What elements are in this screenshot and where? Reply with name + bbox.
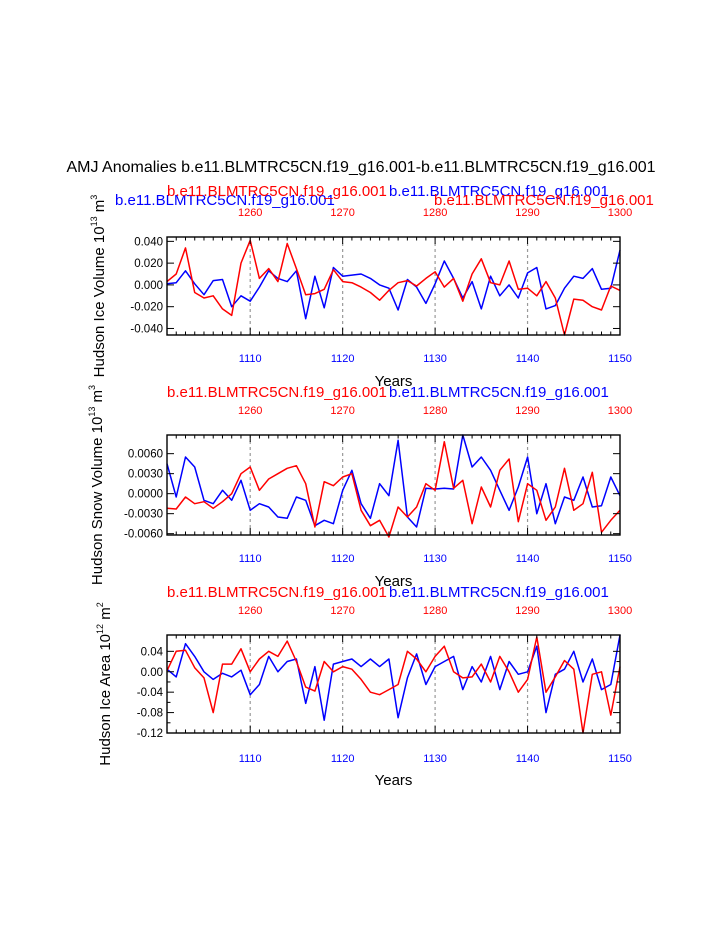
y-axis-label-part: m (97, 607, 114, 624)
y-tick-label: 0.020 (134, 258, 163, 270)
x-axis-label: Years (375, 373, 413, 390)
series-line-blue (166, 434, 621, 528)
panel-title-left: b.e11.BLMTRC5CN.f19_g16.001 (167, 584, 387, 601)
panel-area: 0.04 0.00 -0.04 -0.08 -0.12 1110 1120 1130 1140 1… (95, 584, 632, 789)
panel-title-center: b.e11.BLMTRC5CN.f19_g16.001 (167, 183, 387, 200)
panel-title-right: b.e11.BLMTRC5CN.f19_g16.001 (389, 183, 609, 200)
x-tick-label-bottom: 1150 (608, 553, 632, 565)
x-tick-label-top: 1290 (515, 405, 539, 417)
y-axis-label-part: Hudson Ice Area 10 (97, 634, 114, 766)
x-axis-label: Years (375, 573, 413, 590)
x-tick-label-top: 1300 (608, 605, 632, 617)
x-tick-label-top: 1300 (608, 207, 632, 219)
y-axis-label-part: Hudson Ice Volume 10 (91, 226, 108, 377)
series-line-red (166, 440, 621, 538)
x-tick-label-top: 1260 (238, 605, 262, 617)
y-axis-label-part: 13 (89, 216, 99, 226)
x-tick-label-top: 1260 (238, 207, 262, 219)
panel-snow: 0.0060 0.0030 0.0000 -0.0030 -0.0060 1110 1120… (87, 384, 632, 590)
y-tick-label: -0.0060 (124, 529, 163, 541)
plot-frame (166, 434, 621, 536)
panel-title-center: b.e11.BLMTRC5CN.f19_g16.001 (389, 384, 609, 401)
y-axis-label-part: m (89, 390, 106, 407)
x-tick-label-top: 1270 (330, 605, 354, 617)
y-tick-label: -0.020 (130, 302, 163, 314)
panel-title-left: b.e11.BLMTRC5CN.f19_g16.001 (167, 384, 387, 401)
x-tick-label-top: 1280 (423, 207, 447, 219)
x-tick-label-top: 1280 (423, 605, 447, 617)
x-tick-label-bottom: 1110 (239, 553, 262, 565)
x-tick-label-bottom: 1110 (239, 753, 262, 765)
y-tick-label: -0.12 (137, 728, 163, 740)
y-axis-label-part: m (91, 200, 108, 217)
x-tick-label-top: 1270 (330, 405, 354, 417)
x-tick-label-bottom: 1140 (516, 353, 540, 365)
x-tick-label-bottom: 1120 (331, 553, 355, 565)
x-tick-label-top: 1270 (330, 207, 354, 219)
panel-volume: 0.040 0.020 0.000 -0.020 -0.040 1110 1120 1130 1… (89, 183, 654, 390)
x-tick-label-bottom: 1110 (239, 353, 262, 365)
panel-title-left: b.e11.BLMTRC5CN.f19_g16.001 (115, 192, 335, 209)
y-tick-label: 0.000 (134, 280, 163, 292)
x-tick-label-bottom: 1120 (331, 353, 355, 365)
series-line-red (166, 636, 621, 734)
x-tick-label-bottom: 1130 (423, 753, 447, 765)
y-tick-label: 0.0030 (128, 469, 163, 481)
y-axis-label-part: 3 (89, 195, 99, 200)
x-tick-label-top: 1290 (515, 207, 539, 219)
x-tick-label-bottom: 1130 (423, 353, 447, 365)
y-tick-label: -0.040 (130, 323, 163, 335)
plot-frame (166, 634, 621, 734)
y-tick-label: -0.04 (137, 687, 164, 699)
y-tick-label: -0.0030 (124, 509, 163, 521)
x-tick-label-bottom: 1140 (516, 553, 540, 565)
panel-title-center: b.e11.BLMTRC5CN.f19_g16.001 (389, 584, 609, 601)
y-axis-label-part: Hudson Snow Volume 10 (89, 417, 106, 585)
x-tick-label-top: 1300 (608, 405, 632, 417)
y-axis-label: Hudson Ice Area 1012 m2 (95, 602, 114, 765)
y-tick-label: 0.00 (141, 667, 163, 679)
y-axis-label: Hudson Ice Volume 1013 m3 (89, 195, 108, 378)
x-tick-label-bottom: 1130 (423, 553, 447, 565)
y-axis-label-part: 3 (87, 385, 97, 390)
panel-title-right-overlap: b.e11.BLMTRC5CN.f19_g16.001 (434, 192, 654, 209)
series-line-blue (166, 634, 621, 721)
y-axis-label-part: 13 (87, 407, 97, 417)
y-tick-label: 0.0060 (128, 449, 163, 461)
x-tick-label-top: 1260 (238, 405, 262, 417)
plot-frame (166, 236, 621, 336)
x-tick-label-bottom: 1150 (608, 353, 632, 365)
x-tick-label-bottom: 1150 (608, 753, 632, 765)
y-axis-label-part: 2 (95, 602, 105, 607)
y-axis-label: Hudson Snow Volume 1013 m3 (87, 385, 106, 585)
x-tick-label-top: 1290 (515, 605, 539, 617)
y-axis-label-part: 12 (95, 624, 105, 634)
series-line-blue (166, 249, 621, 320)
series-line-red (166, 239, 621, 336)
y-tick-label: -0.08 (137, 708, 163, 720)
x-axis-label: Years (375, 772, 413, 789)
figure-title: AMJ Anomalies b.e11.BLMTRC5CN.f19_g16.00… (66, 159, 655, 176)
x-tick-label-bottom: 1120 (331, 753, 355, 765)
panels: 0.040 0.020 0.000 -0.020 -0.040 1110 1120 1130 1… (87, 183, 654, 789)
y-tick-label: 0.0000 (128, 489, 163, 501)
y-tick-label: 0.04 (141, 646, 164, 658)
y-tick-label: 0.040 (134, 236, 163, 248)
x-tick-label-top: 1280 (423, 405, 447, 417)
x-tick-label-bottom: 1140 (516, 753, 540, 765)
